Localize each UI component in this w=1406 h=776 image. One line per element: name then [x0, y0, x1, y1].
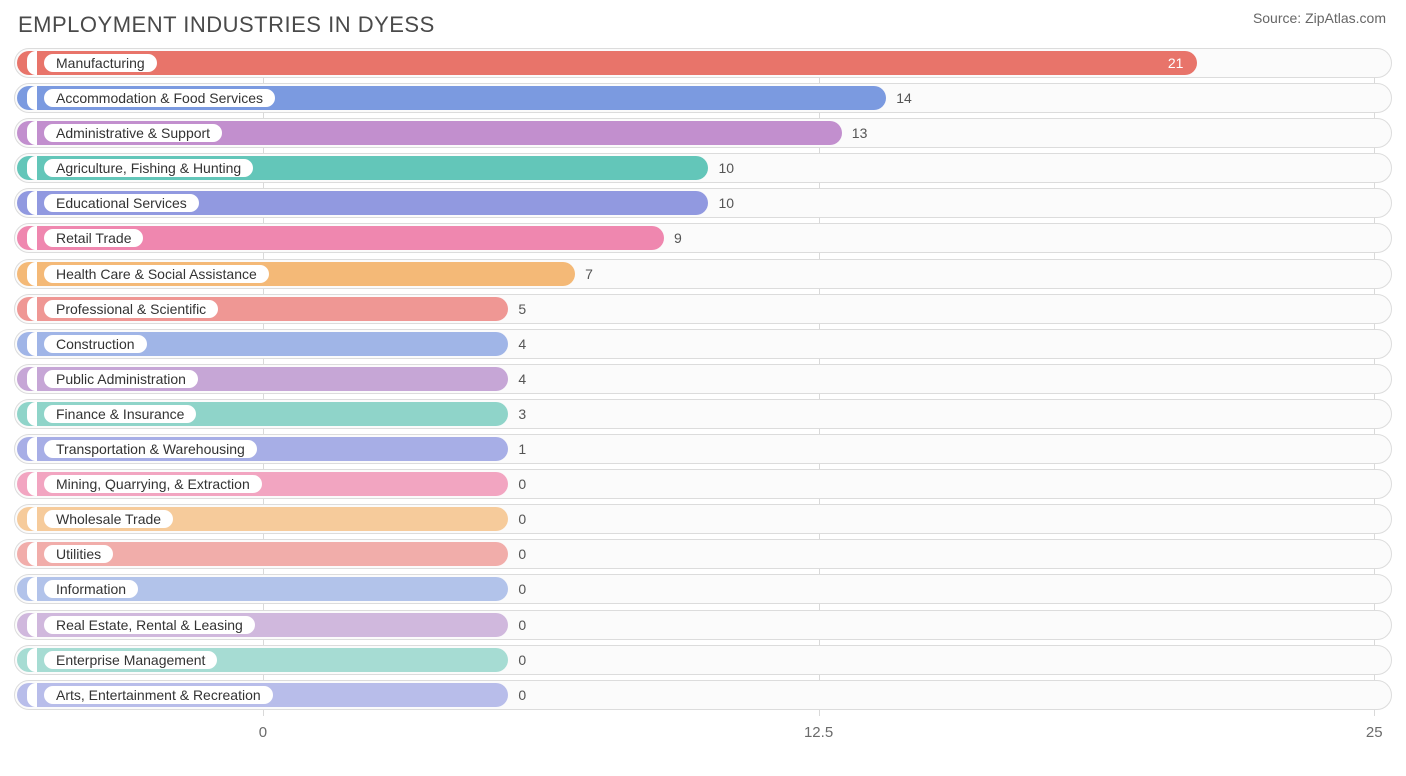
bar-label: Finance & Insurance — [43, 404, 197, 424]
bar-value: 4 — [508, 330, 526, 358]
chart-container: EMPLOYMENT INDUSTRIES IN DYESS Source: Z… — [0, 0, 1406, 776]
x-tick: 12.5 — [804, 724, 833, 741]
bar-value: 0 — [508, 575, 526, 603]
bar-value: 3 — [508, 400, 526, 428]
bar-value: 1 — [508, 435, 526, 463]
bar-row: Administrative & Support 13 — [14, 118, 1392, 148]
bar-label: Arts, Entertainment & Recreation — [43, 685, 274, 705]
plot-area: Manufacturing21 Accommodation & Food Serv… — [14, 48, 1392, 744]
bar-label: Agriculture, Fishing & Hunting — [43, 158, 254, 178]
bar-label: Construction — [43, 334, 148, 354]
bar-value: 4 — [508, 365, 526, 393]
bar-value: 5 — [508, 295, 526, 323]
bar-row: Health Care & Social Assistance 7 — [14, 259, 1392, 289]
bar-label: Educational Services — [43, 193, 200, 213]
bar-row: Transportation & Warehousing 1 — [14, 434, 1392, 464]
bar-value: 7 — [575, 260, 593, 288]
bar-label: Health Care & Social Assistance — [43, 264, 270, 284]
bar-value: 21 — [15, 49, 1197, 77]
bar-value: 0 — [508, 681, 526, 709]
bar-value: 0 — [508, 611, 526, 639]
bar-label: Accommodation & Food Services — [43, 88, 276, 108]
bar-value: 0 — [508, 505, 526, 533]
x-tick: 0 — [259, 724, 267, 741]
bar-label: Transportation & Warehousing — [43, 439, 258, 459]
bar-label: Information — [43, 579, 139, 599]
bar-value: 0 — [508, 470, 526, 498]
bar-row: Enterprise Management 0 — [14, 645, 1392, 675]
bar-row: Professional & Scientific 5 — [14, 294, 1392, 324]
bar-row: Wholesale Trade 0 — [14, 504, 1392, 534]
bar-row: Educational Services 10 — [14, 188, 1392, 218]
bar-row: Utilities 0 — [14, 539, 1392, 569]
bar-row: Finance & Insurance 3 — [14, 399, 1392, 429]
bar-row: Accommodation & Food Services 14 — [14, 83, 1392, 113]
bar-row: Manufacturing21 — [14, 48, 1392, 78]
bar-label: Enterprise Management — [43, 650, 218, 670]
bars-group: Manufacturing21 Accommodation & Food Serv… — [14, 48, 1392, 710]
bar-row: Retail Trade 9 — [14, 223, 1392, 253]
bar-row: Public Administration 4 — [14, 364, 1392, 394]
bar-value: 13 — [842, 119, 868, 147]
bar-row: Real Estate, Rental & Leasing 0 — [14, 610, 1392, 640]
bar-value: 0 — [508, 540, 526, 568]
bar-label: Wholesale Trade — [43, 509, 174, 529]
bar-row: Information 0 — [14, 574, 1392, 604]
bar-label: Mining, Quarrying, & Extraction — [43, 474, 263, 494]
bar-label: Utilities — [43, 544, 114, 564]
x-axis: 0 12.5 25 — [14, 720, 1392, 744]
chart-title: EMPLOYMENT INDUSTRIES IN DYESS — [14, 8, 1392, 48]
bar-value: 9 — [664, 224, 682, 252]
bar-label: Public Administration — [43, 369, 199, 389]
bar-row: Arts, Entertainment & Recreation 0 — [14, 680, 1392, 710]
bar-label: Real Estate, Rental & Leasing — [43, 615, 256, 635]
bar-row: Agriculture, Fishing & Hunting 10 — [14, 153, 1392, 183]
bar-label: Retail Trade — [43, 228, 144, 248]
bar-row: Construction 4 — [14, 329, 1392, 359]
bar-value: 14 — [886, 84, 912, 112]
bar-label: Administrative & Support — [43, 123, 223, 143]
bar-row: Mining, Quarrying, & Extraction 0 — [14, 469, 1392, 499]
bar-label: Professional & Scientific — [43, 299, 219, 319]
bar-value: 10 — [708, 189, 734, 217]
bar-value: 0 — [508, 646, 526, 674]
bar-value: 10 — [708, 154, 734, 182]
x-tick: 25 — [1366, 724, 1383, 741]
source-attribution: Source: ZipAtlas.com — [1253, 10, 1386, 26]
